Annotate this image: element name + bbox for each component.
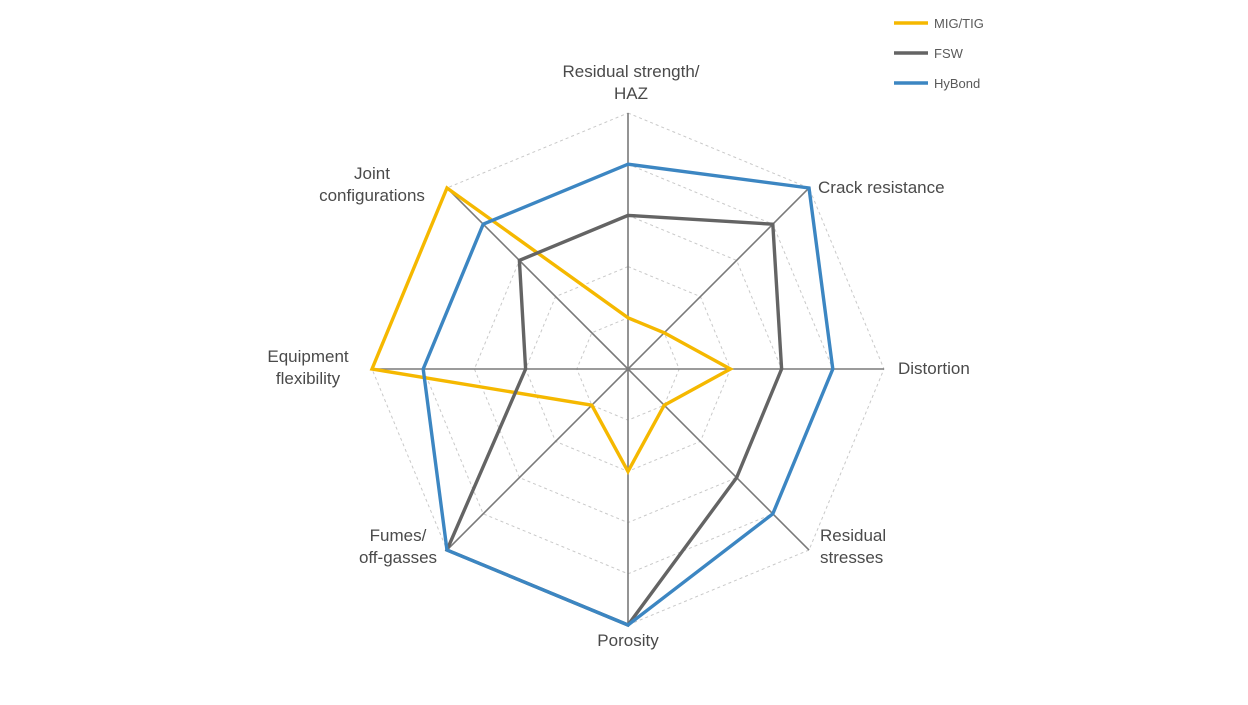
radar-series xyxy=(369,162,835,628)
axis-label-line: stresses xyxy=(820,548,883,567)
axis-labels: Residual strength/HAZ Crack resistance Dis… xyxy=(267,62,969,650)
legend-label-3: HyBond xyxy=(934,76,980,91)
axis-label-8: Joint configurations xyxy=(319,164,425,205)
axis-label-line: off-gasses xyxy=(359,548,437,567)
axis-spoke-4 xyxy=(627,368,810,551)
series-line-mig-tig xyxy=(369,185,734,475)
axis-label-line: flexibility xyxy=(276,369,341,388)
radar-axes xyxy=(372,113,884,625)
axis-label-line: Crack resistance xyxy=(818,178,945,197)
axis-label-line: Joint xyxy=(354,164,390,183)
axis-label-1: Residual strength/HAZ xyxy=(562,62,699,103)
legend: MIG/TIG FSW HyBond xyxy=(894,16,984,91)
axis-spoke-8 xyxy=(446,187,629,370)
axis-label-4: Residual stresses xyxy=(820,526,886,567)
axis-label-line: HAZ xyxy=(614,84,648,103)
axis-label-6: Fumes/off-gasses xyxy=(359,526,437,567)
axis-spoke-2 xyxy=(627,187,810,370)
axis-label-line: configurations xyxy=(319,186,425,205)
axis-label-line: Distortion xyxy=(898,359,970,378)
axis-label-line: Residual xyxy=(820,526,886,545)
axis-label-7: Equipment flexibility xyxy=(267,347,349,388)
axis-label-line: Equipment xyxy=(267,347,349,366)
axis-label-line: Porosity xyxy=(597,631,659,650)
axis-label-2: Crack resistance xyxy=(818,178,945,197)
axis-spoke-6 xyxy=(446,368,629,551)
legend-label-2: FSW xyxy=(934,46,964,61)
axis-label-5: Porosity xyxy=(597,631,659,650)
legend-label-1: MIG/TIG xyxy=(934,16,984,31)
series-line-fsw xyxy=(444,213,784,628)
series-line-hybond xyxy=(421,162,835,627)
axis-label-line: Fumes/ xyxy=(370,526,427,545)
axis-label-line: Residual strength/ xyxy=(562,62,699,81)
axis-label-3: Distortion xyxy=(898,359,970,378)
